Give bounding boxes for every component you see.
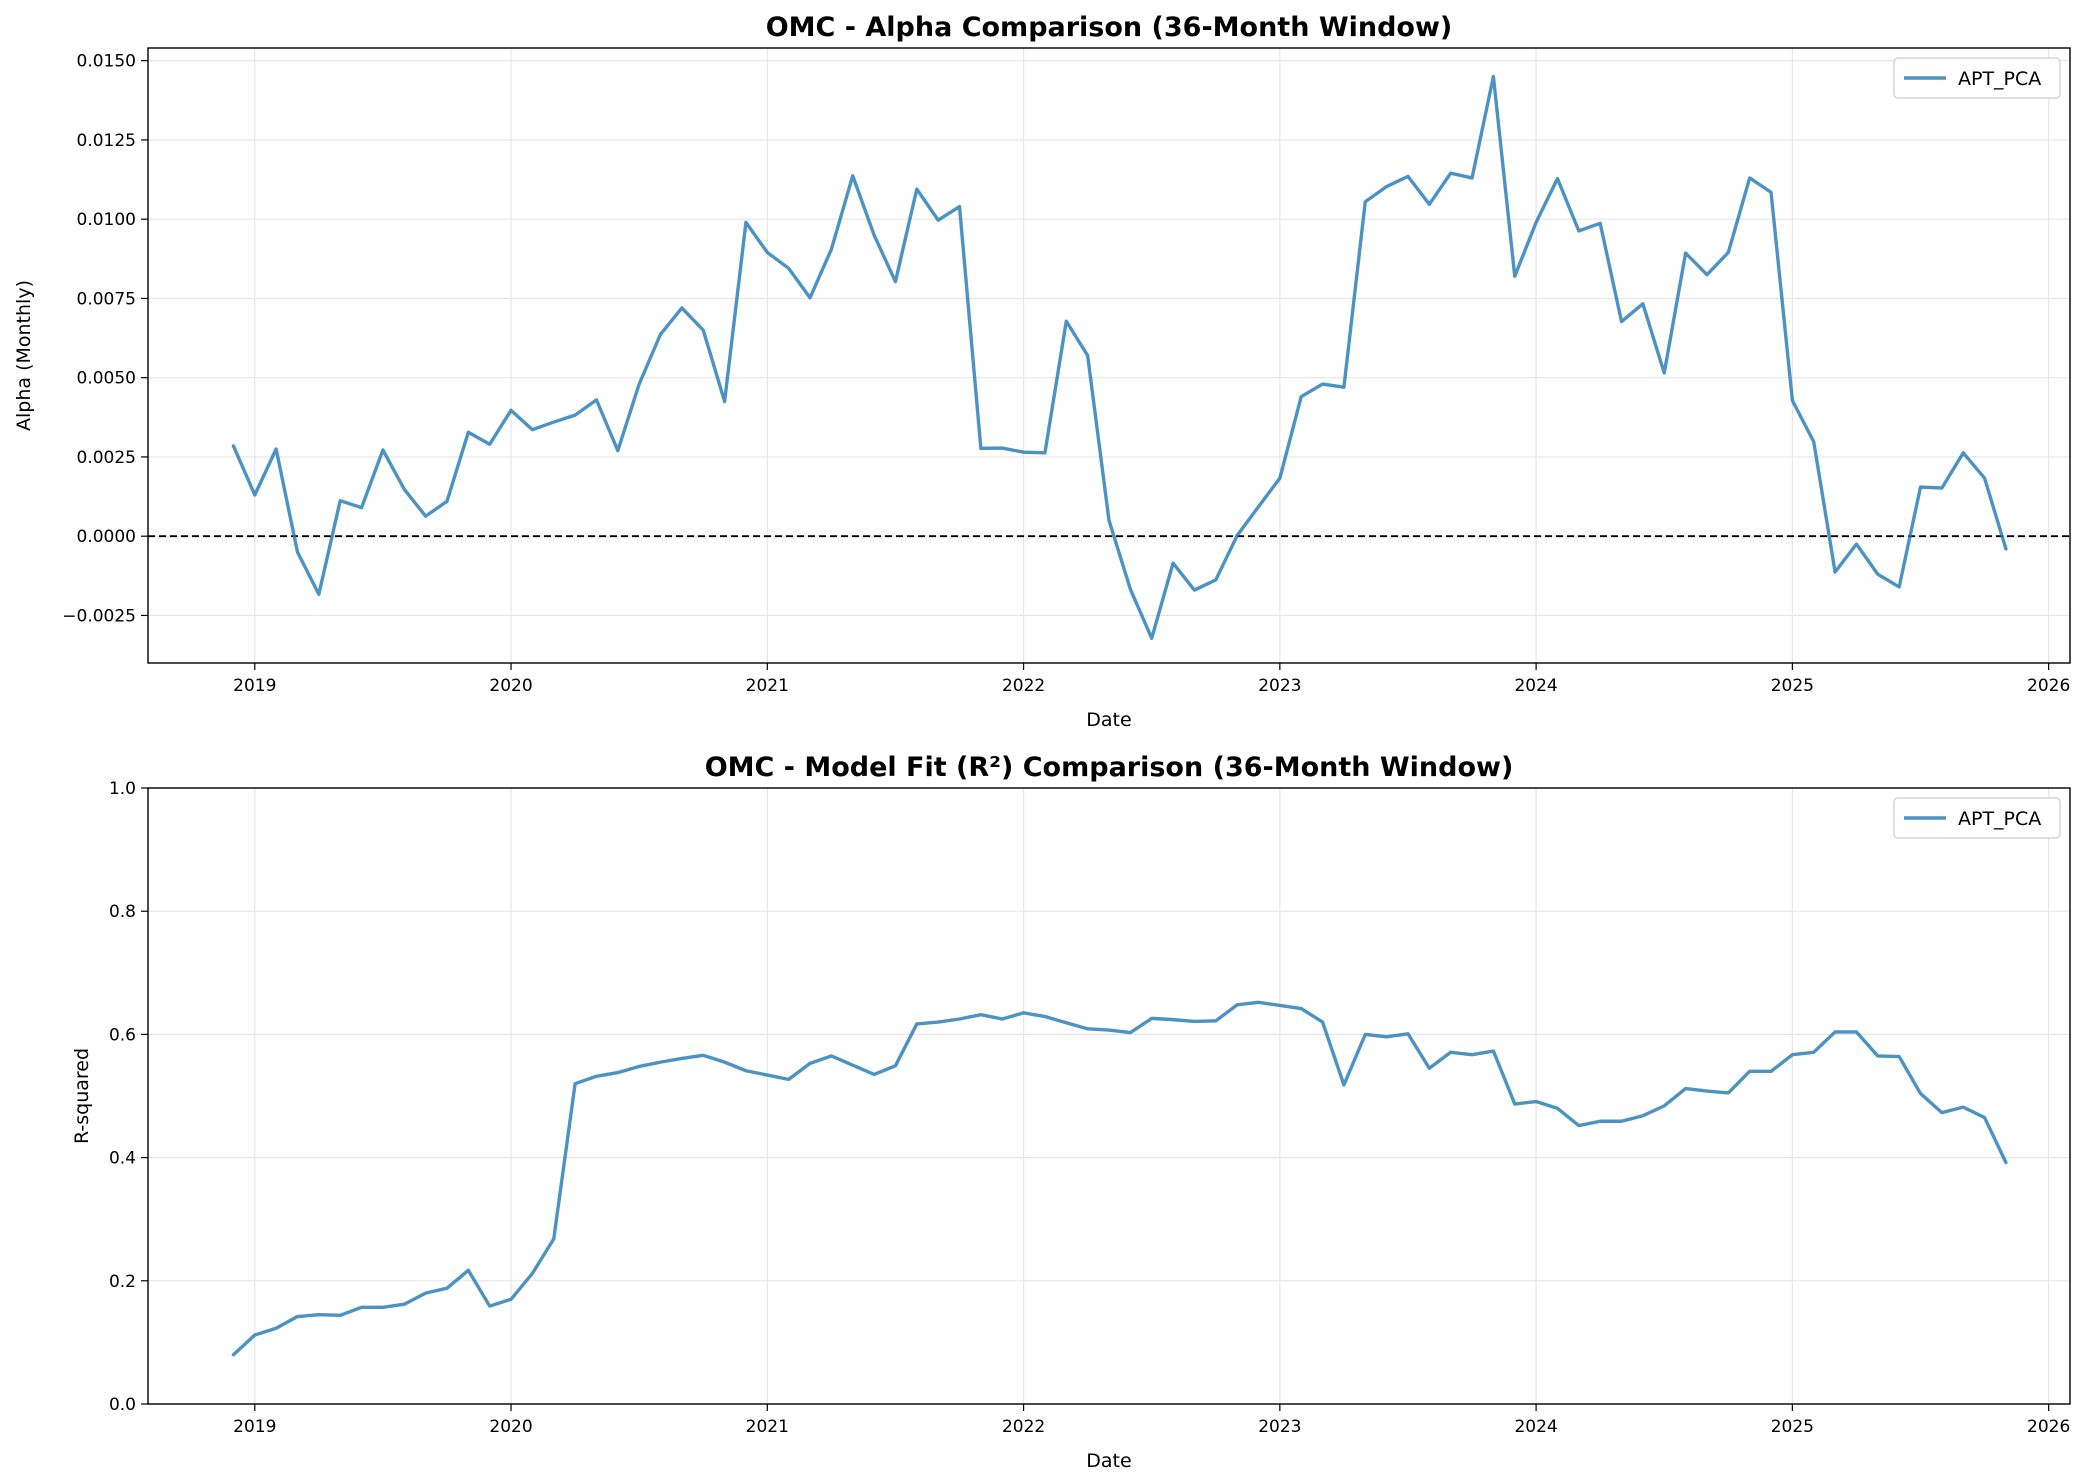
alpha-y-axis-label: Alpha (Monthly) [13, 280, 35, 431]
rsquared-y-tick-label: 0.0 [109, 1395, 136, 1415]
rsquared-y-tick-label: 0.2 [109, 1272, 136, 1292]
rsquared-x-tick-label: 2024 [1514, 1417, 1557, 1437]
alpha-x-tick-label: 2025 [1771, 676, 1814, 696]
rsquared-y-tick-label: 0.4 [109, 1149, 136, 1169]
rsquared-chart-title: OMC - Model Fit (R²) Comparison (36-Mont… [705, 752, 1514, 783]
rsquared-x-tick-label: 2026 [2027, 1417, 2070, 1437]
alpha-y-tick-label: 0.0025 [77, 448, 136, 468]
rsquared-x-axis-label: Date [1086, 1450, 1131, 1472]
alpha-x-tick-label: 2022 [1002, 676, 1045, 696]
alpha-series-line-apt-pca [231, 74, 2008, 640]
rsquared-legend-label: APT_PCA [1958, 808, 2041, 830]
alpha-legend-box [1893, 57, 2061, 99]
alpha-legend-label: APT_PCA [1958, 68, 2041, 90]
rsquared-legend-box [1893, 797, 2061, 839]
rsquared-x-tick-label: 2020 [489, 1417, 532, 1437]
alpha-grid [148, 48, 2070, 663]
rsquared-series-layer [231, 1000, 2008, 1357]
alpha-y-tick-label: 0.0075 [77, 289, 136, 309]
rsquared-series-line-apt-pca [231, 1000, 2008, 1357]
rsquared-chart: 2019 2020 2021 2022 2023 2024 2025 2026 1.0 0.8 0… [71, 752, 2071, 1472]
alpha-y-tick-label: 0.0000 [77, 527, 136, 547]
rsquared-x-tick-label: 2025 [1771, 1417, 1814, 1437]
alpha-y-tick-label: 0.0125 [77, 131, 136, 151]
alpha-y-tick-label: −0.0025 [62, 606, 136, 626]
alpha-x-tick-label: 2024 [1514, 676, 1557, 696]
rsquared-x-tick-label: 2022 [1002, 1417, 1045, 1437]
alpha-y-tick-label: 0.0100 [77, 210, 136, 230]
rsquared-y-tick-label: 0.8 [109, 902, 136, 922]
alpha-x-tick-label: 2021 [746, 676, 789, 696]
rsquared-legend: APT_PCA [1893, 797, 2061, 839]
alpha-y-tick-label: 0.0050 [77, 369, 136, 389]
rsquared-plot-frame [147, 787, 2071, 1405]
alpha-x-tick-label: 2023 [1258, 676, 1301, 696]
alpha-x-tick-label: 2019 [233, 676, 276, 696]
rsquared-x-tick-label: 2023 [1258, 1417, 1301, 1437]
alpha-chart-title: OMC - Alpha Comparison (36-Month Window) [766, 12, 1453, 43]
rsquared-y-ticks: 1.0 0.8 0.6 0.4 0.2 0.0 [109, 779, 148, 1415]
alpha-y-tick-label: 0.0150 [77, 52, 136, 72]
rsquared-x-ticks: 2019 2020 2021 2022 2023 2024 2025 2026 [233, 1404, 2070, 1437]
alpha-x-axis-label: Date [1086, 709, 1131, 731]
rsquared-y-axis-label: R-squared [71, 1048, 93, 1144]
rsquared-x-tick-label: 2019 [233, 1417, 276, 1437]
alpha-legend: APT_PCA [1893, 57, 2061, 99]
rsquared-y-tick-label: 1.0 [109, 779, 136, 799]
rsquared-x-tick-label: 2021 [746, 1417, 789, 1437]
rsquared-y-tick-label: 0.6 [109, 1025, 136, 1045]
alpha-x-ticks: 2019 2020 2021 2022 2023 2024 2025 2026 [233, 663, 2070, 696]
alpha-series-layer [231, 74, 2008, 640]
alpha-plot-frame [147, 47, 2071, 664]
alpha-x-tick-label: 2026 [2027, 676, 2070, 696]
alpha-y-ticks: 0.0150 0.0125 0.0100 0.0075 0.0050 0.0025 0.00… [62, 52, 148, 626]
alpha-chart: 2019 2020 2021 2022 2023 2024 2025 2026 0.01500… [13, 12, 2071, 731]
alpha-x-tick-label: 2020 [489, 676, 532, 696]
